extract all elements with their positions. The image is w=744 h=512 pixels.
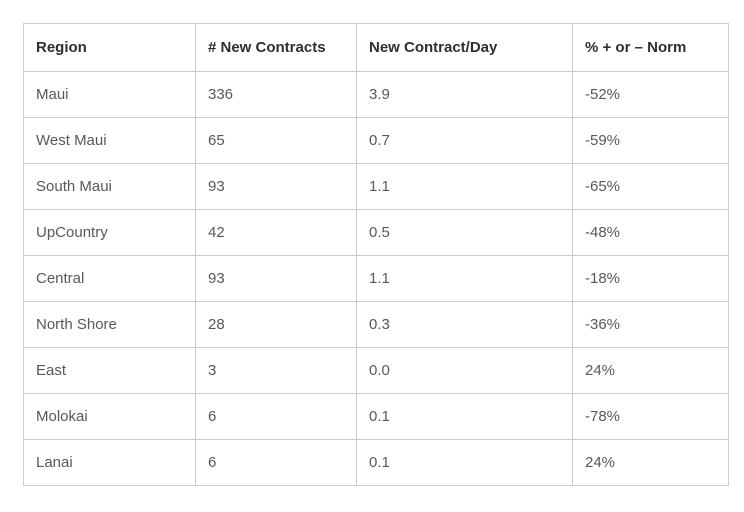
cell-region: Lanai [23,439,196,486]
cell-new-contract-per-day: 3.9 [356,71,573,118]
table-row: Lanai 6 0.1 24% [23,439,729,486]
cell-region: Central [23,255,196,302]
table-row: North Shore 28 0.3 -36% [23,301,729,348]
cell-pct-norm: -78% [572,393,729,440]
cell-new-contracts: 93 [195,163,357,210]
table-row: Central 93 1.1 -18% [23,255,729,302]
cell-pct-norm: 24% [572,439,729,486]
table-row: South Maui 93 1.1 -65% [23,163,729,210]
column-header-new-contract-per-day: New Contract/Day [356,23,573,72]
cell-region: Molokai [23,393,196,440]
cell-region: South Maui [23,163,196,210]
cell-pct-norm: -36% [572,301,729,348]
cell-new-contracts: 6 [195,439,357,486]
table-row: UpCountry 42 0.5 -48% [23,209,729,256]
cell-new-contract-per-day: 0.5 [356,209,573,256]
cell-new-contract-per-day: 1.1 [356,255,573,302]
cell-pct-norm: -48% [572,209,729,256]
table-header-row: Region # New Contracts New Contract/Day … [23,23,729,72]
cell-new-contracts: 3 [195,347,357,394]
cell-pct-norm: 24% [572,347,729,394]
table-row: Molokai 6 0.1 -78% [23,393,729,440]
cell-pct-norm: -59% [572,117,729,164]
column-header-new-contracts: # New Contracts [195,23,357,72]
cell-new-contracts: 336 [195,71,357,118]
table-row: Maui 336 3.9 -52% [23,71,729,118]
regions-contracts-table: Region # New Contracts New Contract/Day … [23,23,729,486]
cell-region: Maui [23,71,196,118]
cell-new-contracts: 6 [195,393,357,440]
cell-new-contract-per-day: 0.1 [356,439,573,486]
cell-new-contract-per-day: 0.0 [356,347,573,394]
cell-new-contracts: 65 [195,117,357,164]
table-row: West Maui 65 0.7 -59% [23,117,729,164]
cell-new-contract-per-day: 0.7 [356,117,573,164]
cell-region: West Maui [23,117,196,164]
cell-new-contract-per-day: 0.1 [356,393,573,440]
cell-pct-norm: -65% [572,163,729,210]
cell-region: East [23,347,196,394]
cell-new-contracts: 42 [195,209,357,256]
cell-new-contracts: 93 [195,255,357,302]
column-header-pct-norm: % + or – Norm [572,23,729,72]
cell-new-contract-per-day: 0.3 [356,301,573,348]
column-header-region: Region [23,23,196,72]
table-row: East 3 0.0 24% [23,347,729,394]
cell-region: UpCountry [23,209,196,256]
cell-new-contracts: 28 [195,301,357,348]
cell-pct-norm: -52% [572,71,729,118]
cell-region: North Shore [23,301,196,348]
cell-pct-norm: -18% [572,255,729,302]
cell-new-contract-per-day: 1.1 [356,163,573,210]
